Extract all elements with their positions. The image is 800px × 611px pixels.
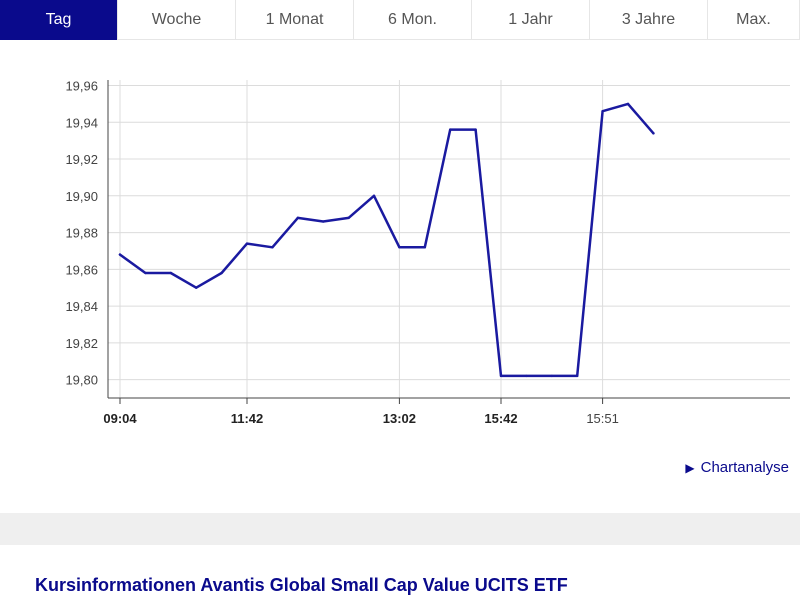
chartanalyse-link[interactable]: ▶ Chartanalyse [685,459,789,476]
data-point [144,271,147,275]
data-point [195,286,198,289]
y-tick-label: 19,94 [65,115,98,130]
data-point [322,220,325,223]
data-point [220,271,223,275]
tab-max[interactable]: Max. [708,0,800,40]
x-tick-label: 15:51 [586,411,619,426]
x-tick-label: 11:42 [231,411,264,426]
y-tick-label: 19,96 [65,79,98,94]
data-point [550,374,553,378]
tab-woche[interactable]: Woche [118,0,236,40]
chart-card: Tag Woche 1 Monat 6 Mon. 1 Jahr 3 Jahre … [0,0,800,513]
data-point [652,132,655,135]
y-tick-label: 19,84 [65,299,98,314]
x-tick-label: 13:02 [383,411,416,426]
x-tick-label: 09:04 [103,411,137,426]
data-point [296,216,299,220]
play-arrow-icon: ▶ [685,461,695,475]
period-tabs: Tag Woche 1 Monat 6 Mon. 1 Jahr 3 Jahre … [0,0,800,40]
tab-3-jahre[interactable]: 3 Jahre [590,0,708,40]
data-point [423,246,426,249]
data-point [626,102,630,106]
y-tick-label: 19,92 [65,152,98,167]
data-point [449,128,452,131]
data-point [271,246,274,249]
section-title: Kursinformationen Avantis Global Small C… [35,575,568,595]
price-chart-svg: 19,96 19,94 19,92 19,90 19,88 19,86 19,84 19,82… [65,79,790,426]
data-point [118,253,122,256]
data-point [169,271,172,275]
kursinformationen-section: Kursinformationen Avantis Global Small C… [0,545,800,611]
data-point [245,242,249,245]
data-point [499,374,503,378]
data-point [601,110,604,113]
x-tick-label: 15:42 [484,411,517,426]
data-point [474,128,477,131]
data-point [347,216,350,220]
chartanalyse-label: Chartanalyse [700,459,789,476]
tab-tag[interactable]: Tag [0,0,118,40]
y-tick-label: 19,88 [65,226,98,241]
y-tick-label: 19,82 [65,336,98,351]
data-point [525,374,528,378]
tab-6-mon[interactable]: 6 Mon. [354,0,472,40]
tab-1-jahr[interactable]: 1 Jahr [472,0,590,40]
price-line [118,102,655,378]
data-point [372,194,376,198]
data-point [398,246,401,249]
tab-1-monat[interactable]: 1 Monat [236,0,354,40]
y-tick-label: 19,86 [65,262,98,277]
price-chart: 19,96 19,94 19,92 19,90 19,88 19,86 19,84 19,82… [0,40,800,460]
y-tick-label: 19,80 [65,373,98,388]
y-tick-label: 19,90 [65,189,98,204]
data-point [576,374,579,378]
